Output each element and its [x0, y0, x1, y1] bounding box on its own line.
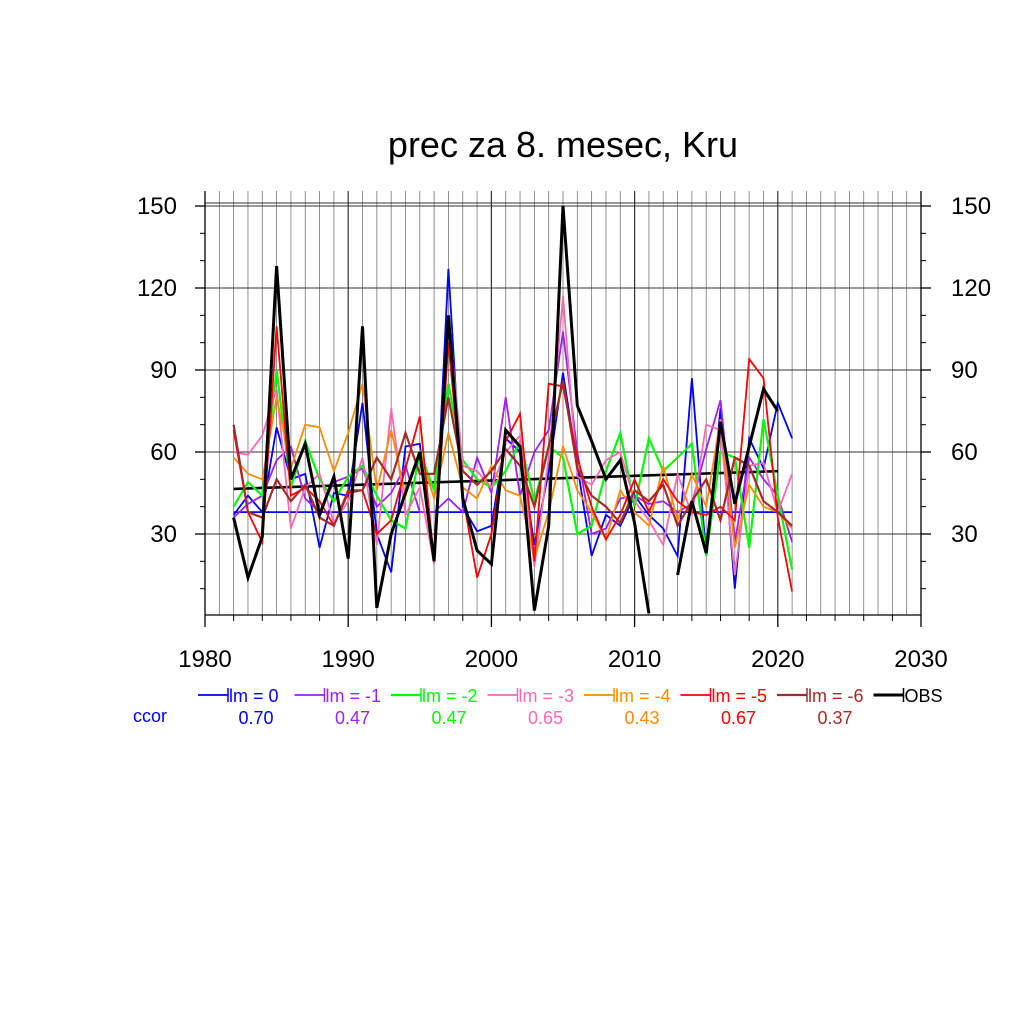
- y-tick-label-left: 60: [150, 439, 177, 466]
- ccor-value: 0.67: [721, 708, 756, 728]
- legend-item: OBS: [873, 686, 943, 706]
- series-line: [232, 326, 793, 592]
- ccor-value: 0.37: [817, 708, 852, 728]
- legend-item: lm = 00.70: [198, 686, 279, 728]
- legend-label: lm = -5: [712, 686, 768, 706]
- legend-item: lm = -30.65: [487, 686, 575, 728]
- x-tick-label: 2000: [465, 646, 518, 673]
- series-obs: [232, 205, 780, 614]
- y-tick-label-left: 120: [137, 275, 177, 302]
- chart-title: prec za 8. mesec, Kru: [388, 124, 738, 165]
- series-lm-6: [232, 380, 793, 529]
- series-line: [676, 385, 780, 576]
- ccor-value: 0.47: [335, 708, 370, 728]
- y-tick-label-left: 90: [150, 357, 177, 384]
- legend-label: lm = -4: [615, 686, 671, 706]
- legend-label: OBS: [905, 686, 943, 706]
- series-line: [232, 205, 651, 614]
- legend-item: lm = -20.47: [391, 686, 478, 728]
- y-tick-label-right: 90: [951, 357, 978, 384]
- legend-label: lm = -3: [519, 686, 575, 706]
- ccor-value: 0.43: [624, 708, 659, 728]
- x-tick-label: 1990: [322, 646, 375, 673]
- legend-item: lm = -50.67: [680, 686, 768, 728]
- y-tick-label-right: 60: [951, 439, 978, 466]
- series-layer: [232, 205, 794, 614]
- axis-layer: 1980 1990 2000 2010 2020 2030 30 30 60 60 90 90 120 1…: [137, 191, 991, 673]
- series-lm-5: [232, 326, 793, 592]
- legend-label: lm = -1: [326, 686, 382, 706]
- x-tick-label: 2030: [894, 646, 947, 673]
- grid-layer: [205, 191, 921, 615]
- ccor-value: 0.65: [528, 708, 563, 728]
- series-line: [232, 380, 793, 529]
- x-tick-label: 1980: [178, 646, 231, 673]
- legend-item: lm = -40.43: [584, 686, 671, 728]
- ccor-value: 0.47: [431, 708, 466, 728]
- legend-label: lm = -2: [422, 686, 478, 706]
- x-tick-label: 2020: [751, 646, 804, 673]
- y-tick-label-right: 30: [951, 521, 978, 548]
- legend-item: lm = -60.37: [777, 686, 864, 728]
- legend-label: lm = 0: [229, 686, 279, 706]
- y-tick-label-left: 150: [137, 193, 177, 220]
- legend-item: lm = -10.47: [294, 686, 382, 728]
- ccor-label: ccor: [133, 706, 167, 726]
- y-tick-label-right: 150: [951, 193, 991, 220]
- ccor-value: 0.70: [238, 708, 273, 728]
- y-tick-label-left: 30: [150, 521, 177, 548]
- legend-label: lm = -6: [808, 686, 864, 706]
- y-tick-label-right: 120: [951, 275, 991, 302]
- x-tick-label: 2010: [608, 646, 661, 673]
